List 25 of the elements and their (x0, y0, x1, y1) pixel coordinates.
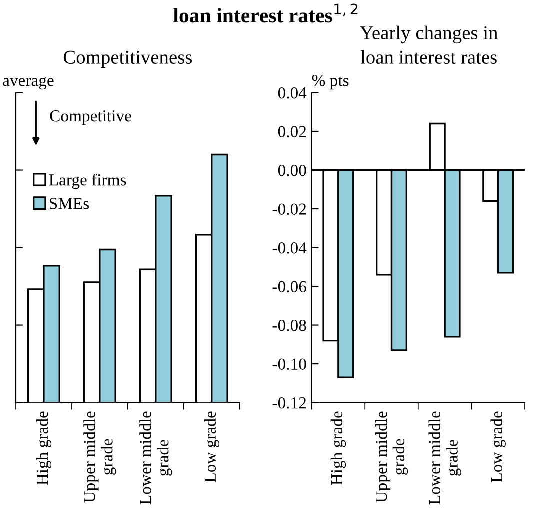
x-tick-label: Upper middle grade (375, 412, 408, 503)
x-tick-label: High grade (330, 412, 346, 486)
y-tick-label: 0.04 (278, 87, 307, 99)
chart-subtitle: Yearly changes in loan interest rates (360, 26, 498, 64)
y-tick-label: -0.08 (272, 320, 306, 332)
y-tick-label: -0.04 (272, 242, 307, 254)
x-tick-label: Low grade (490, 412, 506, 482)
y-tick-label: -0.02 (272, 204, 306, 216)
legend-label: SMEs (50, 198, 89, 210)
x-tick-label: Upper middle grade (84, 412, 116, 503)
y-tick-label: -0.12 (272, 398, 306, 409)
y-tick-label: -0.06 (272, 281, 306, 293)
y-tick-label: 0.00 (278, 164, 306, 176)
x-tick-label: Lower middle grade (140, 412, 172, 505)
y-tick-label: 0.02 (278, 126, 306, 138)
legend-label: Large firms (49, 174, 126, 190)
x-tick-label: Low grade (204, 412, 220, 482)
chart-subtitle: Competitiveness (64, 50, 192, 68)
chart-title: loan interest rates$^{1,2}$ (174, 4, 358, 23)
x-tick-label: High grade (36, 412, 52, 486)
text: Competitive (50, 110, 132, 126)
text: average (3, 78, 54, 90)
y-axis-title: % pts (312, 75, 349, 90)
y-tick-label: -0.10 (272, 358, 306, 370)
x-tick-label: Lower middle grade (428, 412, 462, 505)
